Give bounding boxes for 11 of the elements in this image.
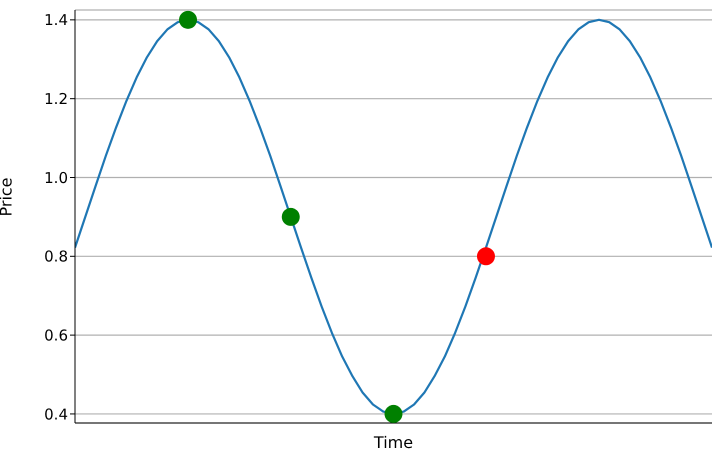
y-tick-label: 1.4 [44, 11, 68, 30]
point [179, 10, 198, 29]
y-tick-label: 1.2 [44, 90, 68, 108]
y-tick-label: 0.4 [44, 405, 68, 424]
y-tick-label: 1.0 [44, 168, 68, 187]
point [384, 404, 402, 423]
y-tick-label: 0.8 [44, 248, 68, 266]
point [476, 247, 495, 266]
x-axis-title: Time [372, 433, 414, 450]
y-tick-label: 0.6 [44, 326, 68, 344]
point [282, 208, 300, 226]
